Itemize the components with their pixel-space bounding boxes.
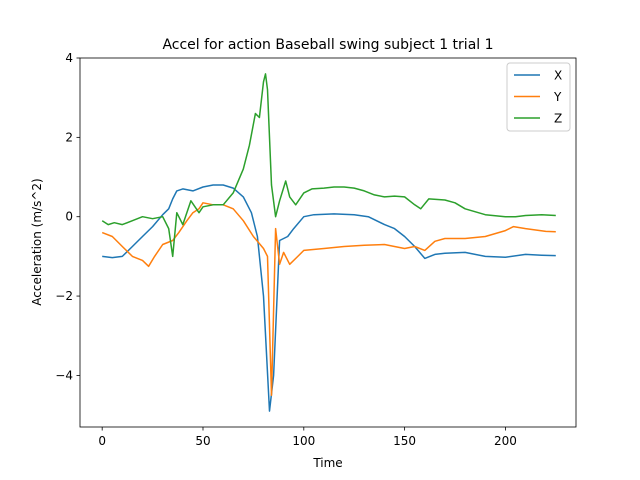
legend-label-x: X	[554, 69, 562, 83]
y-tick-label: 2	[65, 130, 73, 144]
y-tick-label: 4	[65, 51, 73, 65]
x-tick-label: 50	[195, 434, 210, 448]
x-tick-label: 100	[292, 434, 315, 448]
y-axis-label: Acceleration (m/s^2)	[30, 178, 44, 305]
x-axis-label: Time	[312, 456, 342, 470]
series-layer	[101, 73, 556, 412]
y-tick-label: −4	[55, 368, 73, 382]
legend: XYZ	[506, 62, 571, 132]
y-tick-label: 0	[65, 210, 73, 224]
series-line-z	[101, 73, 556, 258]
chart-title: Accel for action Baseball swing subject …	[162, 37, 493, 53]
series-line-y	[101, 202, 556, 397]
x-tick-label: 200	[494, 434, 517, 448]
x-tick-label: 150	[393, 434, 416, 448]
y-tick-label: −2	[55, 289, 73, 303]
series-line-x	[102, 184, 556, 412]
legend-label-z: Z	[554, 112, 562, 126]
plot-frame	[79, 57, 577, 428]
ticks-layer: 0 50 100 150 200 −4 −2 0 2 4	[55, 51, 517, 448]
x-tick-label: 0	[98, 434, 106, 448]
legend-label-y: Y	[553, 90, 562, 104]
